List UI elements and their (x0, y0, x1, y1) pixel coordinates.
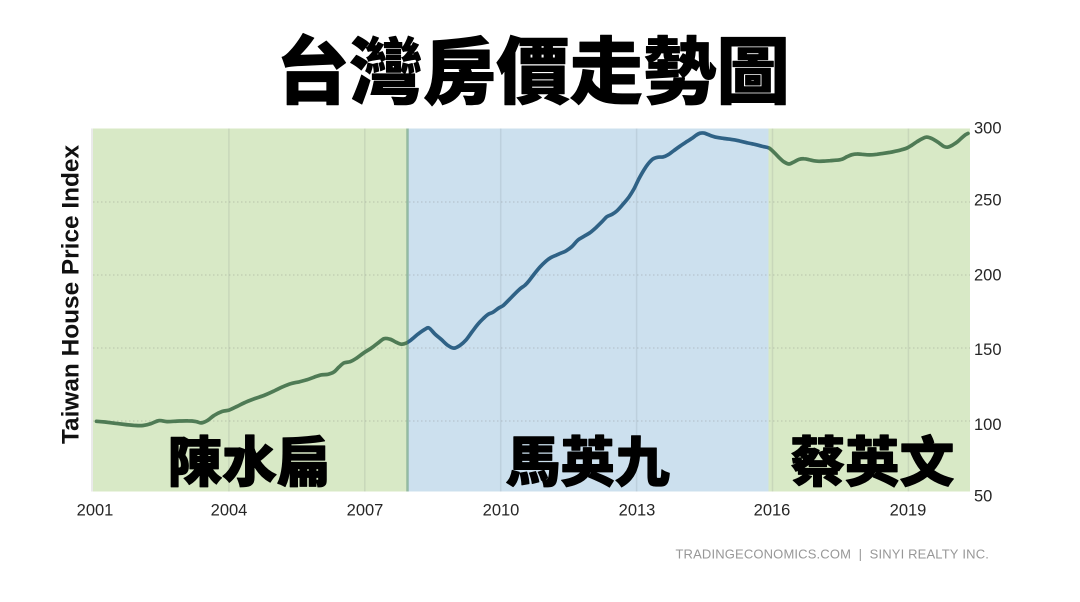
svg-text:TRADINGECONOMICS.COM | SINYI: TRADINGECONOMICS.COM | SINYI REALTY INC. (675, 547, 989, 562)
svg-text:150: 150 (974, 341, 1002, 359)
svg-text:2013: 2013 (619, 502, 656, 520)
svg-text:200: 200 (974, 266, 1002, 284)
svg-text:2001: 2001 (77, 502, 114, 520)
svg-text:300: 300 (974, 120, 1002, 138)
svg-text:2016: 2016 (754, 502, 791, 520)
svg-text:100: 100 (974, 416, 1002, 434)
svg-text:2010: 2010 (483, 502, 520, 520)
svg-text:Taiwan House Price Index: Taiwan House Price Index (57, 145, 84, 445)
svg-text:2019: 2019 (890, 502, 927, 520)
svg-text:50: 50 (974, 488, 992, 506)
svg-text:250: 250 (974, 191, 1002, 209)
svg-text:2004: 2004 (211, 502, 248, 520)
svg-text:2007: 2007 (347, 502, 384, 520)
